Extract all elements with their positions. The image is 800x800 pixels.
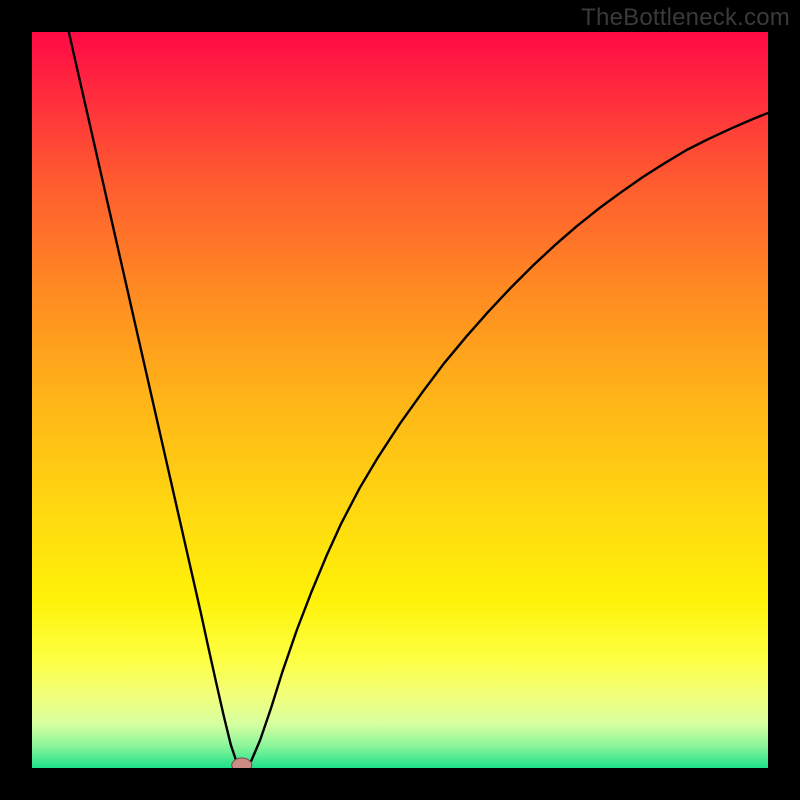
chart-frame: TheBottleneck.com <box>0 0 800 800</box>
watermark-label: TheBottleneck.com <box>581 4 790 32</box>
gradient-background <box>32 32 768 768</box>
minimum-marker <box>232 758 252 768</box>
plot-area <box>32 32 768 768</box>
bottleneck-chart <box>32 32 768 768</box>
